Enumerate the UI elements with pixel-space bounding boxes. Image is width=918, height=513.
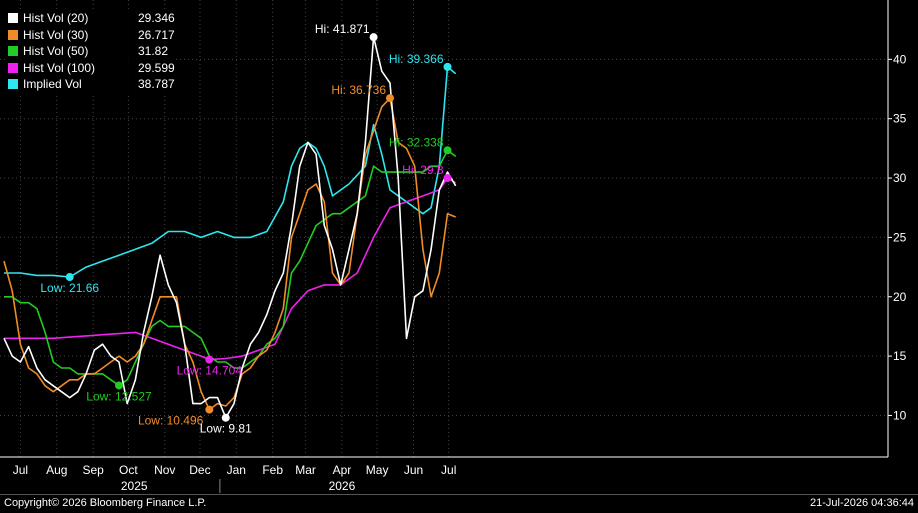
legend-item-hist-vol-50: Hist Vol (50) 31.82 bbox=[8, 43, 175, 60]
series-line-hist-vol-100 bbox=[4, 177, 457, 361]
x-tick-label: May bbox=[366, 463, 389, 477]
legend-label: Hist Vol (30) bbox=[23, 27, 89, 42]
extreme-label: Low: 14.704 bbox=[177, 364, 243, 378]
extreme-label: Hi: 39.366 bbox=[389, 52, 444, 66]
extreme-label: Low: 9.81 bbox=[200, 422, 252, 436]
x-tick-label: Dec bbox=[189, 463, 210, 477]
y-tick-label: 20 bbox=[893, 290, 907, 304]
y-tick-label: 30 bbox=[893, 171, 907, 185]
legend-swatch bbox=[8, 62, 18, 73]
legend-value: 38.787 bbox=[138, 77, 175, 91]
footer-bar: Copyright© 2026 Bloomberg Finance L.P. 2… bbox=[0, 494, 918, 513]
x-tick-label: Sep bbox=[82, 463, 104, 477]
x-tick-label: Jun bbox=[404, 463, 423, 477]
legend-swatch bbox=[8, 46, 18, 57]
extreme-marker bbox=[369, 33, 378, 42]
series-line-hist-vol-20 bbox=[3, 36, 457, 419]
x-tick-label: Jan bbox=[227, 463, 246, 477]
x-year-label: 2026 bbox=[329, 479, 356, 493]
y-tick-label: 25 bbox=[893, 230, 907, 244]
legend-swatch bbox=[8, 13, 18, 24]
extreme-label: Hi: 41.871 bbox=[315, 22, 370, 36]
x-year-label: 2025 bbox=[121, 479, 148, 493]
timestamp-text: 21-Jul-2026 04:36:44 bbox=[810, 497, 914, 509]
y-tick-label: 40 bbox=[893, 52, 907, 66]
extreme-label: Hi: 29.8 bbox=[402, 163, 444, 177]
x-tick-label: Apr bbox=[333, 463, 352, 477]
extreme-marker bbox=[221, 413, 230, 422]
legend-swatch bbox=[8, 29, 18, 40]
x-tick-label: Nov bbox=[154, 463, 175, 477]
extreme-label: Low: 21.66 bbox=[40, 281, 99, 295]
extreme-label: Hi: 32.338 bbox=[389, 135, 444, 149]
legend-label: Hist Vol (100) bbox=[23, 60, 96, 75]
y-tick-label: 35 bbox=[893, 112, 907, 126]
legend-item-hist-vol-30: Hist Vol (30) 26.717 bbox=[8, 27, 175, 44]
x-tick-label: Jul bbox=[13, 463, 28, 477]
extreme-marker bbox=[205, 405, 214, 414]
legend-item-implied-vol: Implied Vol 38.787 bbox=[8, 76, 175, 93]
legend-label: Implied Vol bbox=[23, 77, 82, 91]
extreme-marker bbox=[205, 355, 214, 364]
series-line-hist-vol-50 bbox=[4, 149, 457, 387]
y-tick-label: 10 bbox=[893, 408, 907, 422]
extreme-marker bbox=[386, 94, 395, 103]
legend-value: 26.717 bbox=[138, 27, 175, 42]
legend-swatch bbox=[8, 79, 18, 90]
series-line-hist-vol-30 bbox=[3, 97, 456, 411]
series-line-implied-vol bbox=[4, 66, 457, 278]
extreme-marker bbox=[114, 381, 123, 390]
legend-label: Hist Vol (50) bbox=[23, 44, 89, 58]
extreme-marker bbox=[65, 273, 74, 282]
extreme-label: Hi: 36.736 bbox=[331, 83, 386, 97]
x-tick-label: Jul bbox=[441, 463, 456, 477]
x-tick-label: Mar bbox=[295, 463, 316, 477]
chart-legend: Hist Vol (20) 29.346 Hist Vol (30) 26.71… bbox=[8, 10, 175, 93]
legend-value: 29.599 bbox=[138, 60, 175, 75]
copyright-text: Copyright© 2026 Bloomberg Finance L.P. bbox=[4, 497, 207, 509]
legend-item-hist-vol-20: Hist Vol (20) 29.346 bbox=[8, 10, 175, 27]
x-tick-label: Aug bbox=[46, 463, 67, 477]
legend-value: 29.346 bbox=[138, 11, 175, 25]
extreme-label: Low: 10.496 bbox=[138, 414, 204, 428]
x-tick-label: Feb bbox=[262, 463, 283, 477]
extreme-marker bbox=[443, 174, 452, 183]
legend-label: Hist Vol (20) bbox=[23, 11, 89, 25]
extreme-label: Low: 12.527 bbox=[86, 389, 152, 403]
legend-value: 31.82 bbox=[138, 44, 169, 58]
y-tick-label: 15 bbox=[893, 349, 907, 363]
legend-item-hist-vol-100: Hist Vol (100) 29.599 bbox=[8, 60, 175, 77]
x-tick-label: Oct bbox=[119, 463, 138, 477]
extreme-marker bbox=[443, 146, 452, 155]
extreme-marker bbox=[443, 62, 452, 71]
